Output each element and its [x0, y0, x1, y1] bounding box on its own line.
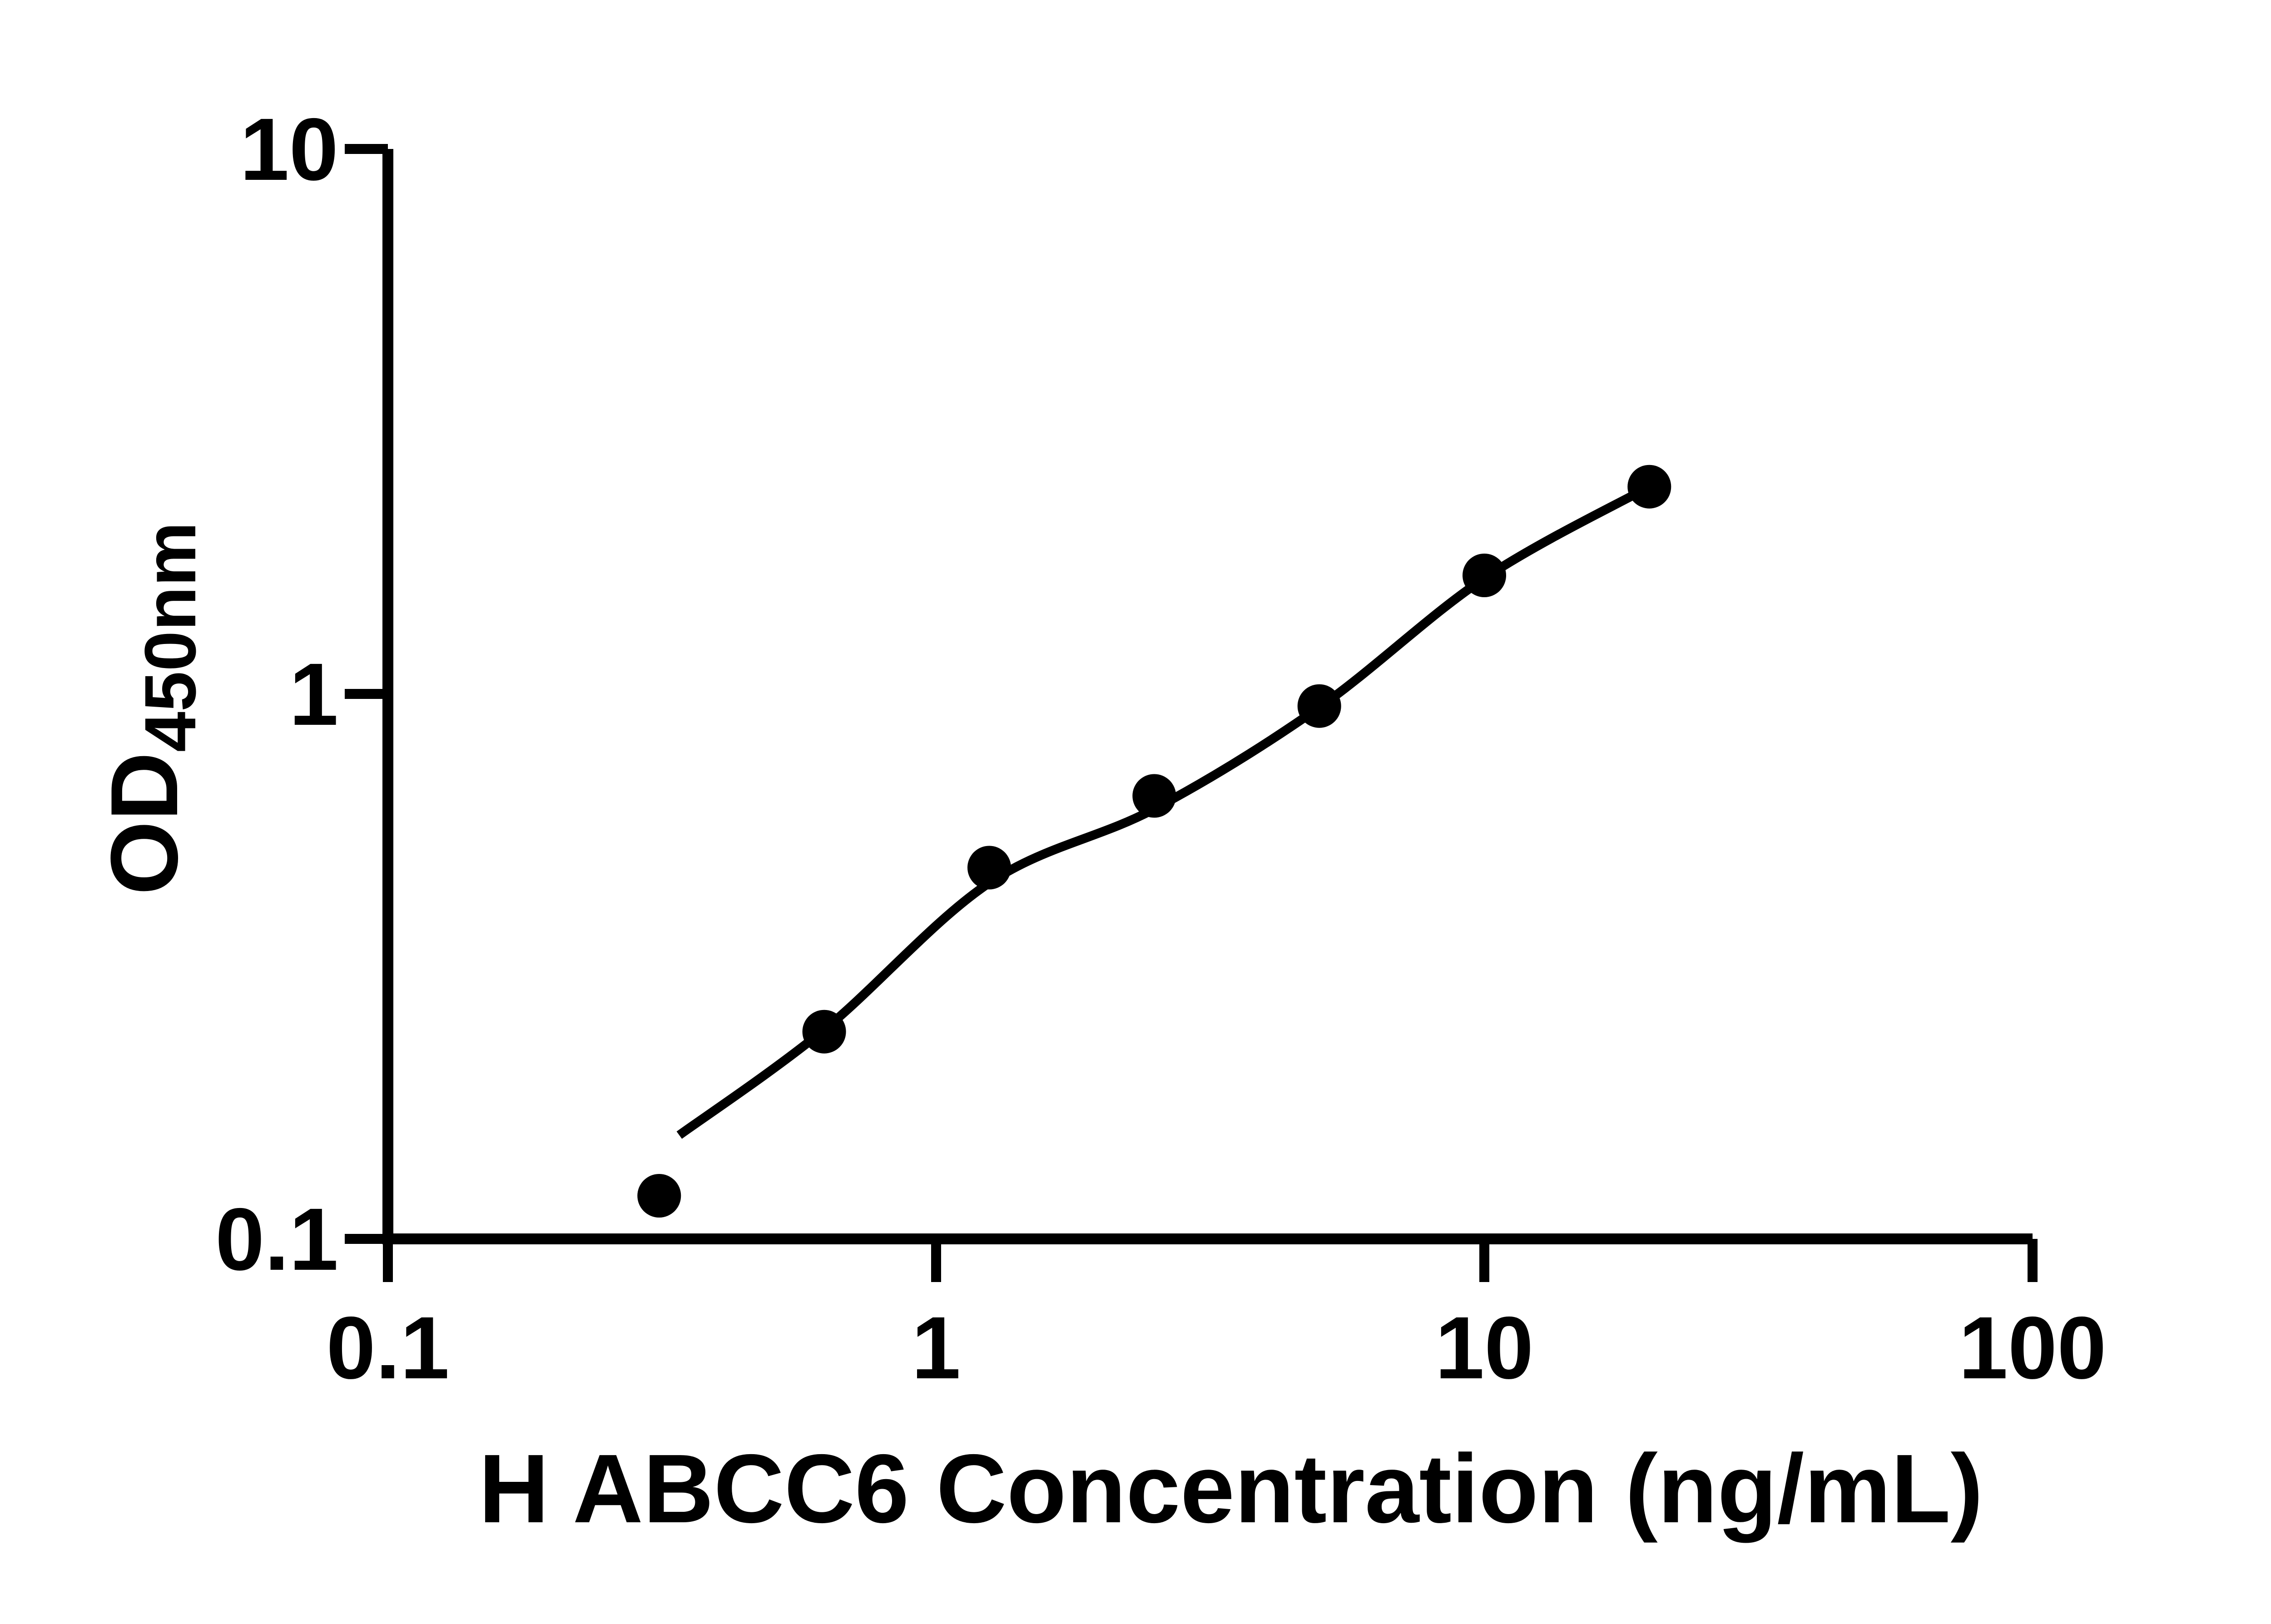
y-axis: 0.1 1 10	[215, 100, 388, 1289]
data-point	[637, 1174, 681, 1218]
axis-spines	[382, 149, 2033, 1244]
data-point	[967, 846, 1011, 890]
y-axis-tick-label: 1	[289, 645, 338, 744]
axes	[382, 149, 2033, 1244]
y-axis-tick-label: 10	[240, 100, 338, 199]
y-axis-title-subscript: 450nm	[129, 522, 211, 752]
y-axis-title: OD450nm	[91, 522, 211, 895]
y-axis-tick-label: 0.1	[215, 1190, 338, 1289]
data-point	[802, 1010, 846, 1054]
x-axis-tick-label: 0.1	[326, 1298, 449, 1397]
x-axis-tick-label: 10	[1435, 1298, 1534, 1397]
data-point	[1463, 554, 1506, 597]
x-axis-tick-label: 1	[912, 1298, 961, 1397]
y-axis-title-main: OD	[91, 752, 198, 895]
data-point	[1297, 684, 1341, 728]
x-axis: 0.1 1 10 100	[326, 1239, 2107, 1397]
x-axis-tick-label: 100	[1959, 1298, 2106, 1397]
data-points	[637, 465, 1671, 1218]
data-point	[1132, 774, 1176, 818]
data-point	[1627, 465, 1671, 509]
x-axis-title: H ABCC6 Concentration (ng/mL)	[479, 1434, 1983, 1543]
